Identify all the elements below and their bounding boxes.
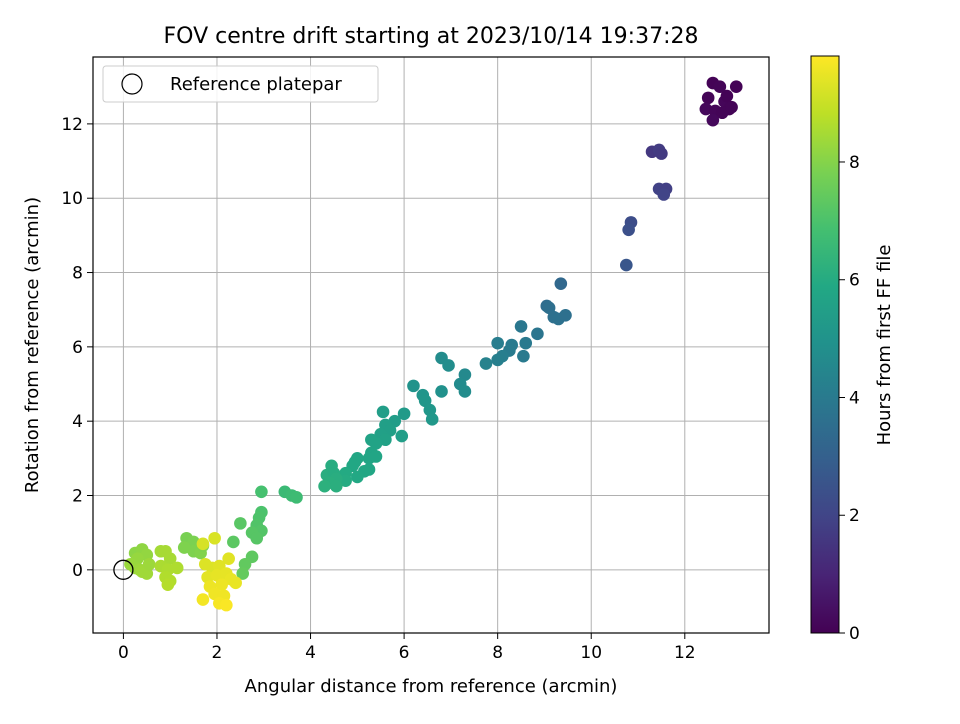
data-point [479, 357, 493, 370]
data-point [458, 385, 472, 398]
y-tick-label: 10 [61, 189, 83, 209]
colorbar-tick-label: 0 [849, 624, 860, 644]
data-point [720, 89, 734, 103]
data-point [699, 102, 713, 116]
data-point [407, 379, 420, 393]
plot-area-frame [92, 56, 770, 634]
data-point [514, 320, 528, 333]
data-point [706, 113, 720, 127]
data-point [210, 569, 224, 582]
data-point [161, 578, 175, 591]
y-tick-label: 12 [61, 115, 83, 135]
data-point [236, 567, 250, 580]
data-point [250, 531, 264, 545]
data-points [124, 76, 743, 612]
y-tick-label: 4 [72, 412, 83, 432]
y-axis-ticks: 0 2 4 6 8 10 12 [61, 115, 93, 581]
data-point [491, 336, 504, 350]
data-point [657, 188, 671, 201]
data-point [339, 474, 352, 487]
data-point [559, 308, 572, 322]
data-point [418, 394, 432, 408]
data-point [517, 349, 530, 363]
data-point [329, 479, 343, 493]
x-tick-label: 6 [399, 643, 410, 663]
colorbar-tick-label: 4 [849, 388, 860, 408]
data-point [531, 327, 544, 341]
y-tick-label: 0 [72, 561, 83, 581]
data-point [715, 106, 729, 120]
data-point [655, 147, 668, 160]
data-point [369, 450, 383, 463]
data-point [425, 413, 439, 426]
data-point [220, 598, 233, 612]
y-tick-label: 2 [72, 487, 83, 507]
data-point [376, 405, 390, 419]
data-point [491, 353, 504, 367]
data-point [622, 223, 635, 237]
legend: Reference platepar [102, 65, 379, 103]
data-point [729, 80, 743, 94]
data-point [196, 593, 210, 606]
data-point [713, 80, 727, 94]
data-point [442, 359, 455, 372]
data-point [725, 100, 738, 114]
data-point [222, 552, 235, 565]
legend-entry-reference: Reference platepar [170, 74, 342, 95]
data-point [196, 537, 210, 551]
data-point [142, 557, 156, 571]
x-tick-label: 2 [212, 643, 223, 663]
data-point [369, 437, 383, 450]
data-point [351, 470, 364, 484]
data-point [215, 578, 228, 591]
y-tick-label: 6 [72, 338, 83, 358]
data-point [170, 561, 184, 575]
data-point [519, 336, 533, 350]
colorbar-ticks: 0 2 4 6 8 [839, 153, 860, 644]
x-tick-label: 4 [305, 643, 316, 663]
colorbar-gradient [810, 55, 840, 634]
data-point [397, 407, 411, 421]
y-tick-label: 8 [72, 264, 83, 284]
data-point [701, 91, 715, 105]
y-axis-label: Rotation from reference (arcmin) [22, 197, 43, 493]
reference-point-marker [113, 559, 134, 580]
x-axis-label: Angular distance from reference (arcmin) [245, 676, 618, 697]
reference-platepar-marker [113, 559, 134, 580]
colorbar-tick-label: 6 [849, 271, 860, 291]
data-point [234, 517, 247, 530]
data-point [290, 491, 303, 504]
data-point [435, 385, 448, 398]
data-point [208, 587, 221, 601]
x-tick-label: 0 [118, 643, 129, 663]
colorbar: 0 2 4 6 8 Hours from first FF file [810, 55, 895, 644]
x-axis-ticks: 0 2 4 6 8 10 12 [118, 633, 696, 663]
x-tick-label: 10 [580, 643, 602, 663]
x-tick-label: 8 [492, 643, 503, 663]
x-tick-label: 12 [674, 643, 696, 663]
data-point [458, 368, 472, 382]
data-point [554, 277, 568, 290]
legend-marker-icon [121, 73, 143, 95]
data-point [229, 576, 242, 590]
data-point [227, 535, 240, 549]
data-point [318, 479, 331, 493]
colorbar-tick-label: 8 [849, 153, 860, 173]
data-point [620, 258, 633, 272]
data-point [255, 485, 268, 499]
colorbar-tick-label: 2 [849, 506, 860, 526]
legend-box [102, 65, 379, 103]
data-point [395, 429, 409, 443]
data-point [542, 301, 556, 315]
colorbar-label: Hours from first FF file [874, 245, 895, 446]
data-point [208, 531, 221, 545]
data-point [163, 552, 177, 565]
chart-title: FOV centre drift starting at 2023/10/14 … [164, 24, 699, 49]
